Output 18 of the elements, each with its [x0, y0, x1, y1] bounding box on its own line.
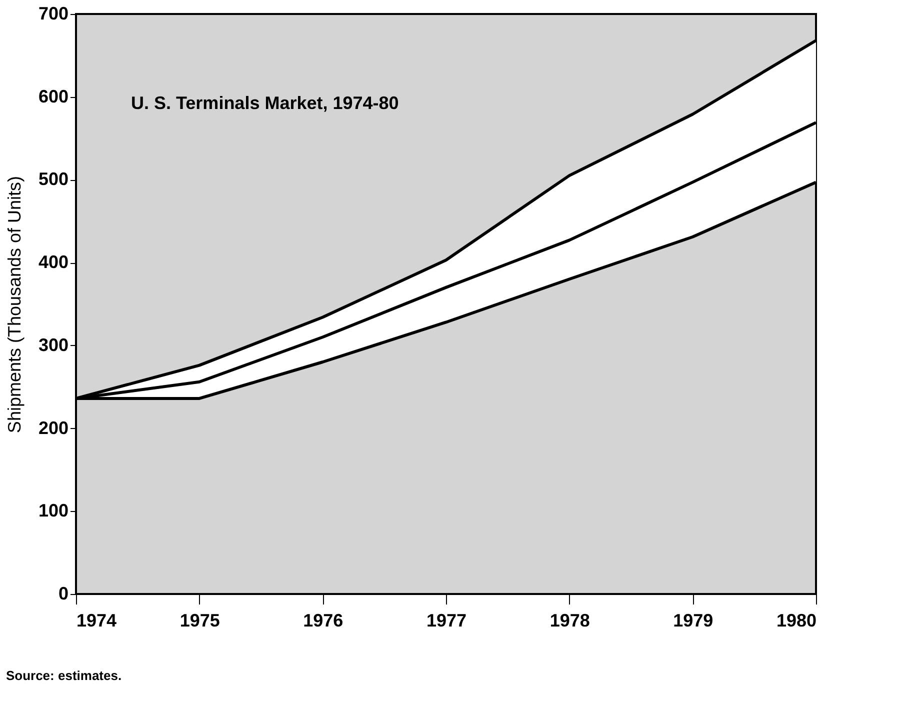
x-tick-label: 1975	[180, 610, 220, 630]
y-tick-label: 0	[58, 584, 68, 604]
y-tick-label: 400	[38, 252, 68, 272]
y-tick-label: 700	[38, 4, 68, 24]
x-tick-label: 1980	[776, 610, 816, 630]
x-tick-label: 1974	[76, 610, 117, 630]
y-tick-label: 200	[38, 418, 68, 438]
source-note: Source: estimates.	[6, 668, 122, 683]
y-tick-label: 300	[38, 334, 68, 355]
x-tick-label: 1977	[426, 610, 467, 630]
x-tick-label: 1976	[303, 610, 344, 630]
y-tick-label: 600	[38, 86, 68, 106]
x-tick-label: 1979	[673, 610, 714, 630]
x-tick-label: 1978	[550, 610, 590, 630]
y-axis-title: Shipments (Thousands of Units)	[4, 176, 24, 434]
y-tick-label: 500	[38, 169, 68, 190]
text: U. S. Terminals Market, 1974-80	[131, 93, 399, 113]
y-tick-label: 100	[38, 500, 68, 521]
